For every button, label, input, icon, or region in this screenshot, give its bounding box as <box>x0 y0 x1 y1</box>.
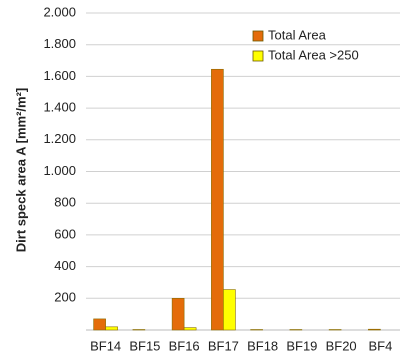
y-tick-label: 1.000 <box>43 163 76 178</box>
bar <box>183 327 197 331</box>
legend-label: Total Area >250 <box>268 47 359 62</box>
bar <box>171 297 185 331</box>
legend-label: Total Area <box>268 27 327 42</box>
y-tick-label: 1.400 <box>43 100 76 115</box>
bar <box>211 68 224 331</box>
y-tick-label: 1.200 <box>43 131 76 146</box>
bar <box>223 289 236 331</box>
y-tick-label: 2.000 <box>43 4 76 19</box>
bar <box>368 328 381 331</box>
x-tick-label: BF18 <box>247 338 278 353</box>
legend-swatch <box>252 30 264 42</box>
x-tick-label: BF19 <box>286 338 317 353</box>
y-tick-label: 600 <box>54 226 76 241</box>
x-tick-label: BF4 <box>368 338 392 353</box>
y-tick-label: 800 <box>54 195 76 210</box>
x-tick-label: BF14 <box>90 338 121 353</box>
x-tick-label: BF15 <box>129 338 160 353</box>
y-tick-label: 400 <box>54 258 76 273</box>
x-tick-label: BF20 <box>326 338 357 353</box>
x-tick-label: BF16 <box>169 338 200 353</box>
y-tick-label: 1.800 <box>43 36 76 51</box>
legend-swatch <box>252 50 264 62</box>
y-tick-label: 1.600 <box>43 68 76 83</box>
y-tick-label: 200 <box>54 290 76 305</box>
bar <box>93 318 106 331</box>
x-tick-label: BF17 <box>208 338 239 353</box>
y-axis-label: Dirt speck area A [mm²/m²] <box>13 88 28 252</box>
bar <box>105 326 118 331</box>
